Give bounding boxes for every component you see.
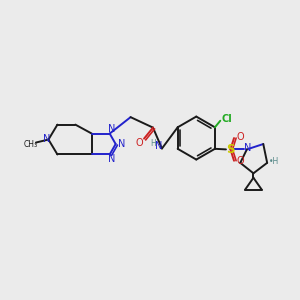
- Text: O: O: [236, 133, 244, 142]
- Text: O: O: [236, 156, 244, 166]
- Text: S: S: [226, 143, 235, 156]
- Text: Cl: Cl: [222, 114, 232, 124]
- Text: •H: •H: [268, 158, 279, 166]
- Text: CH₃: CH₃: [23, 140, 38, 148]
- Text: O: O: [136, 138, 143, 148]
- Text: N: N: [108, 154, 116, 164]
- Text: N: N: [118, 139, 125, 149]
- Text: N: N: [244, 143, 251, 153]
- Text: N: N: [108, 124, 116, 134]
- Text: N: N: [155, 141, 162, 152]
- Text: H: H: [151, 139, 157, 148]
- Text: N: N: [43, 134, 51, 144]
